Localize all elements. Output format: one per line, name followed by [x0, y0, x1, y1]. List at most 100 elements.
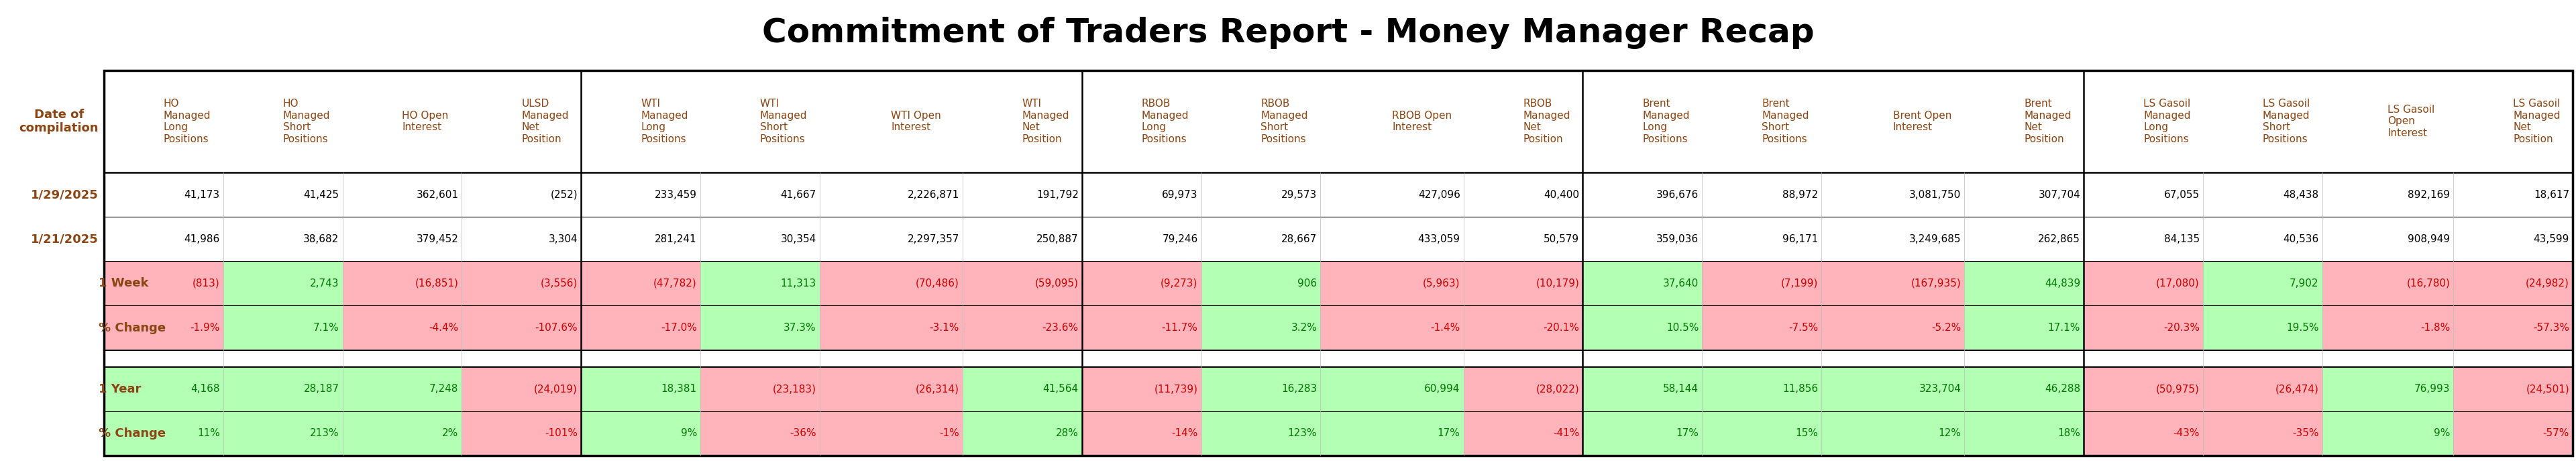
- Bar: [1582, 367, 1703, 411]
- Bar: [963, 261, 1082, 306]
- Text: 2,226,871: 2,226,871: [907, 189, 958, 200]
- Bar: [103, 306, 224, 350]
- Bar: [1082, 261, 1200, 306]
- Bar: [461, 306, 582, 350]
- Bar: [2084, 367, 2202, 411]
- Text: 41,173: 41,173: [185, 189, 219, 200]
- Text: -14%: -14%: [1172, 428, 1198, 438]
- Bar: [1463, 411, 1582, 455]
- Text: 396,676: 396,676: [1656, 189, 1698, 200]
- Bar: [2202, 172, 2321, 217]
- Text: 433,059: 433,059: [1417, 234, 1461, 244]
- Text: (24,982): (24,982): [2527, 278, 2568, 289]
- Text: 908,949: 908,949: [2409, 234, 2450, 244]
- Text: -20.3%: -20.3%: [2164, 323, 2200, 333]
- Text: (10,179): (10,179): [1535, 278, 1579, 289]
- Text: 76,993: 76,993: [2414, 384, 2450, 394]
- Text: Brent
Managed
Net
Position: Brent Managed Net Position: [2025, 99, 2071, 144]
- Bar: [582, 306, 701, 350]
- Text: LS Gasoil
Open
Interest: LS Gasoil Open Interest: [2388, 105, 2434, 138]
- Text: -1.4%: -1.4%: [1430, 323, 1461, 333]
- Text: -11.7%: -11.7%: [1162, 323, 1198, 333]
- Bar: [1200, 367, 1321, 411]
- Bar: [2321, 367, 2452, 411]
- Text: 123%: 123%: [1288, 428, 1316, 438]
- Bar: [343, 411, 461, 455]
- Bar: [1821, 306, 1965, 350]
- Bar: [701, 411, 819, 455]
- Text: 37,640: 37,640: [1664, 278, 1698, 289]
- Bar: [1200, 172, 1321, 217]
- Text: (50,975): (50,975): [2156, 384, 2200, 394]
- Bar: [963, 306, 1082, 350]
- Bar: [701, 217, 819, 261]
- Bar: [2321, 306, 2452, 350]
- Bar: [1703, 261, 1821, 306]
- Bar: [701, 261, 819, 306]
- Text: % Change: % Change: [98, 427, 165, 439]
- Text: (17,080): (17,080): [2156, 278, 2200, 289]
- Text: -1%: -1%: [940, 428, 958, 438]
- Bar: [1463, 306, 1582, 350]
- Bar: [1321, 367, 1463, 411]
- Text: 46,288: 46,288: [2045, 384, 2081, 394]
- Bar: [1321, 217, 1463, 261]
- Text: -57%: -57%: [2543, 428, 2568, 438]
- Bar: [582, 172, 701, 217]
- Text: 4,168: 4,168: [191, 384, 219, 394]
- Text: LS Gasoil
Managed
Long
Positions: LS Gasoil Managed Long Positions: [2143, 99, 2190, 144]
- Text: WTI
Managed
Short
Positions: WTI Managed Short Positions: [760, 99, 806, 144]
- Bar: [2202, 217, 2321, 261]
- Text: 191,792: 191,792: [1036, 189, 1079, 200]
- Text: -1.9%: -1.9%: [191, 323, 219, 333]
- Bar: [2321, 411, 2452, 455]
- Text: 58,144: 58,144: [1664, 384, 1698, 394]
- Text: 17%: 17%: [1677, 428, 1698, 438]
- Text: 362,601: 362,601: [417, 189, 459, 200]
- Bar: [461, 411, 582, 455]
- Text: (5,963): (5,963): [1422, 278, 1461, 289]
- Text: (24,501): (24,501): [2527, 384, 2568, 394]
- Text: % Change: % Change: [98, 322, 165, 334]
- Text: 41,564: 41,564: [1043, 384, 1079, 394]
- Bar: [1582, 261, 1703, 306]
- Bar: [2321, 217, 2452, 261]
- Text: -57.3%: -57.3%: [2532, 323, 2568, 333]
- Text: 906: 906: [1298, 278, 1316, 289]
- Bar: [224, 172, 343, 217]
- Text: (167,935): (167,935): [1911, 278, 1960, 289]
- Text: -107.6%: -107.6%: [536, 323, 577, 333]
- Text: Commitment of Traders Report - Money Manager Recap: Commitment of Traders Report - Money Man…: [762, 17, 1814, 49]
- Text: (813): (813): [193, 278, 219, 289]
- Text: HO
Managed
Long
Positions: HO Managed Long Positions: [165, 99, 211, 144]
- Bar: [963, 367, 1082, 411]
- Bar: [2084, 411, 2202, 455]
- Bar: [224, 367, 343, 411]
- Text: (16,780): (16,780): [2406, 278, 2450, 289]
- Bar: [819, 306, 963, 350]
- Bar: [582, 217, 701, 261]
- Bar: [103, 217, 224, 261]
- Text: 18%: 18%: [2058, 428, 2081, 438]
- Bar: [701, 367, 819, 411]
- Text: 379,452: 379,452: [417, 234, 459, 244]
- Bar: [963, 217, 1082, 261]
- Text: HO Open
Interest: HO Open Interest: [402, 111, 448, 132]
- Bar: [224, 306, 343, 350]
- Text: (26,314): (26,314): [914, 384, 958, 394]
- Text: 40,536: 40,536: [2282, 234, 2318, 244]
- Text: 12%: 12%: [1937, 428, 1960, 438]
- Text: (252): (252): [551, 189, 577, 200]
- Bar: [1582, 172, 1703, 217]
- Bar: [461, 217, 582, 261]
- Text: 427,096: 427,096: [1417, 189, 1461, 200]
- Bar: [1821, 411, 1965, 455]
- Text: (28,022): (28,022): [1535, 384, 1579, 394]
- Text: (23,183): (23,183): [773, 384, 817, 394]
- Text: 79,246: 79,246: [1162, 234, 1198, 244]
- Bar: [103, 367, 224, 411]
- Bar: [1965, 217, 2084, 261]
- Text: 11,313: 11,313: [781, 278, 817, 289]
- Text: 10.5%: 10.5%: [1667, 323, 1698, 333]
- Bar: [819, 261, 963, 306]
